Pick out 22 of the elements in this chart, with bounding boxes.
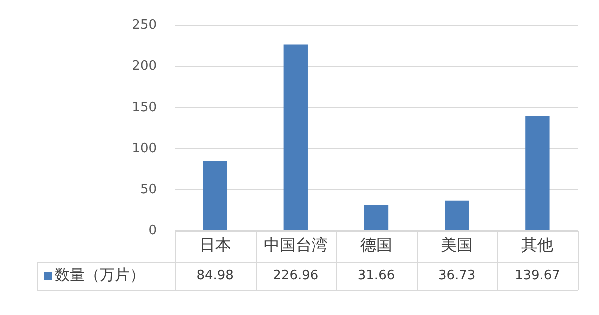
x-tick-label: 其他	[522, 236, 554, 255]
y-tick-label: 0	[148, 223, 157, 238]
bar	[203, 161, 228, 230]
data-label: 139.67	[514, 268, 560, 284]
x-tick-label: 德国	[360, 236, 392, 255]
y-tick-label: 200	[132, 59, 157, 74]
legend-label: 数量（万片）	[55, 266, 145, 284]
x-tick-label: 日本	[199, 236, 232, 255]
bar	[445, 200, 470, 230]
bar	[284, 44, 308, 230]
y-tick-label: 100	[132, 141, 157, 156]
y-tick-label: 50	[140, 182, 157, 198]
y-tick-label: 150	[132, 100, 157, 116]
data-label: 36.73	[438, 268, 476, 284]
x-tick-label: 中国台湾	[264, 236, 328, 255]
data-label: 226.96	[273, 268, 319, 284]
data-label: 84.98	[196, 268, 234, 284]
bar	[526, 116, 550, 230]
y-tick-label: 250	[132, 18, 157, 34]
data-label: 31.66	[358, 268, 396, 284]
bar	[364, 205, 389, 230]
x-tick-label: 美国	[441, 236, 474, 255]
